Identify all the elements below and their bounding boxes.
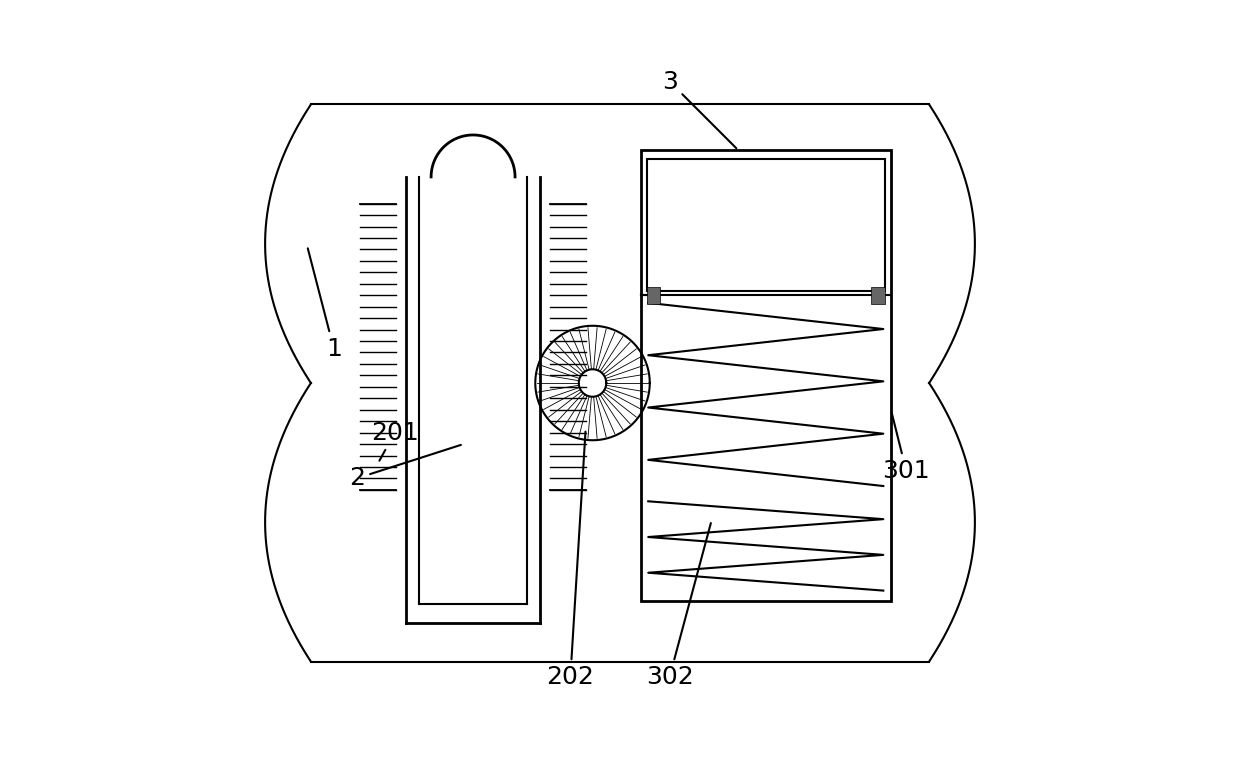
Text: 201: 201 (371, 421, 419, 460)
Text: 1: 1 (308, 248, 342, 361)
Text: 301: 301 (883, 412, 930, 483)
Text: 3: 3 (662, 70, 737, 149)
Bar (647, 159, 885, 291)
Text: 302: 302 (646, 523, 711, 689)
Text: 202: 202 (547, 431, 594, 689)
Text: 2: 2 (348, 445, 461, 490)
Bar (647, 286, 661, 303)
Bar (872, 286, 885, 303)
Bar (641, 150, 892, 601)
